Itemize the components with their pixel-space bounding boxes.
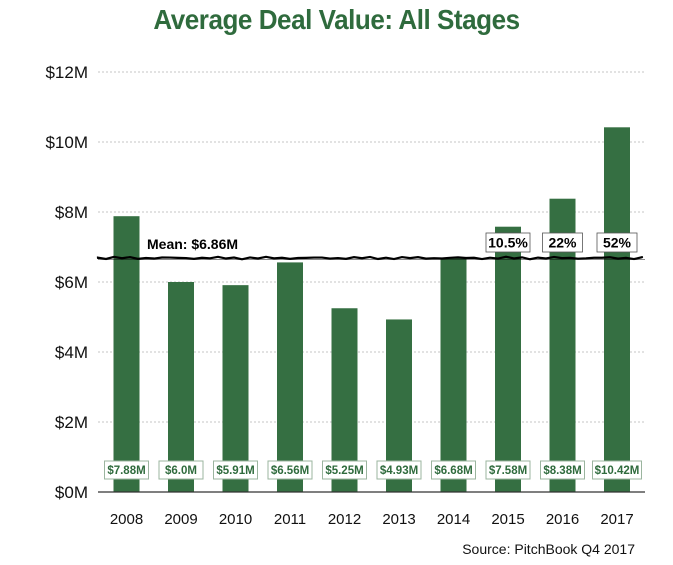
value-label-box	[322, 460, 367, 480]
x-tick-label: 2011	[274, 511, 306, 528]
y-tick-label: $12M	[45, 63, 88, 82]
bar	[440, 258, 467, 492]
y-tick-label: $6M	[55, 273, 88, 292]
value-label-box	[267, 460, 313, 480]
x-tick-label: 2008	[110, 511, 143, 528]
x-tick-label: 2015	[491, 511, 524, 528]
y-tick-label: $2M	[55, 413, 88, 432]
growth-annotation-text: 10.5%	[488, 235, 528, 251]
bar	[277, 262, 303, 492]
y-tick-label: $4M	[55, 343, 88, 362]
value-label: $6.68M	[434, 465, 472, 477]
value-label-box	[104, 460, 149, 480]
growth-annotation-box	[542, 232, 583, 253]
y-tick-label: $8M	[55, 203, 88, 222]
value-label-box	[158, 460, 204, 480]
y-tick-label: $0M	[55, 483, 88, 502]
value-label: $5.91M	[216, 465, 254, 477]
bars	[113, 127, 630, 493]
growth-annotation-box	[485, 232, 531, 253]
source-note: Source: PitchBook Q4 2017	[462, 541, 635, 557]
x-tick-label: 2017	[600, 511, 633, 528]
value-label: $8.38M	[543, 465, 581, 477]
bar	[222, 285, 249, 492]
value-label: $6.56M	[271, 465, 309, 477]
value-label: $4.93M	[380, 465, 418, 477]
value-label-box	[485, 460, 531, 480]
value-label: $7.88M	[107, 465, 145, 477]
growth-annotation-text: 22%	[548, 235, 577, 251]
chart-title: Average Deal Value: All Stages	[153, 4, 520, 35]
x-tick-label: 2012	[328, 511, 361, 528]
x-tick-label: 2016	[546, 511, 579, 528]
bar	[604, 127, 630, 493]
value-label-box	[592, 460, 642, 480]
value-label: $10.42M	[595, 465, 640, 477]
y-tick-label: $10M	[45, 133, 88, 152]
growth-annotation-box	[596, 232, 638, 253]
growth-annotations: 10.5% 22% 52%	[485, 232, 638, 253]
value-label: $7.58M	[489, 465, 527, 477]
bar	[168, 282, 194, 492]
x-axis-ticks: 2008 2009 2010 2011 2012 2013 2014 2015 2016 2017	[110, 511, 634, 528]
bar	[495, 226, 521, 492]
value-labels: $7.88M $6.0M $5.91M $6.56M $5.25M $4.93M $6.68…	[104, 460, 642, 480]
value-label-box	[540, 460, 585, 480]
value-label: $6.0M	[165, 465, 197, 477]
x-tick-label: 2010	[219, 511, 252, 528]
value-label-box	[376, 460, 422, 480]
value-label-box	[213, 460, 258, 480]
x-tick-label: 2014	[437, 511, 470, 528]
gridlines	[98, 71, 645, 423]
y-axis-ticks: $0M $2M $4M $6M $8M $10M $12M	[45, 63, 88, 502]
bar	[113, 216, 140, 492]
value-label: $5.25M	[325, 465, 363, 477]
mean-line	[96, 255, 644, 261]
value-label-box	[431, 460, 476, 480]
mean-label: Mean: $6.86M	[147, 236, 238, 252]
mean-line-group: Mean: $6.86M	[96, 236, 645, 261]
x-tick-label: 2013	[382, 511, 415, 528]
x-tick-label: 2009	[164, 511, 197, 528]
growth-annotation-text: 52%	[603, 235, 632, 251]
